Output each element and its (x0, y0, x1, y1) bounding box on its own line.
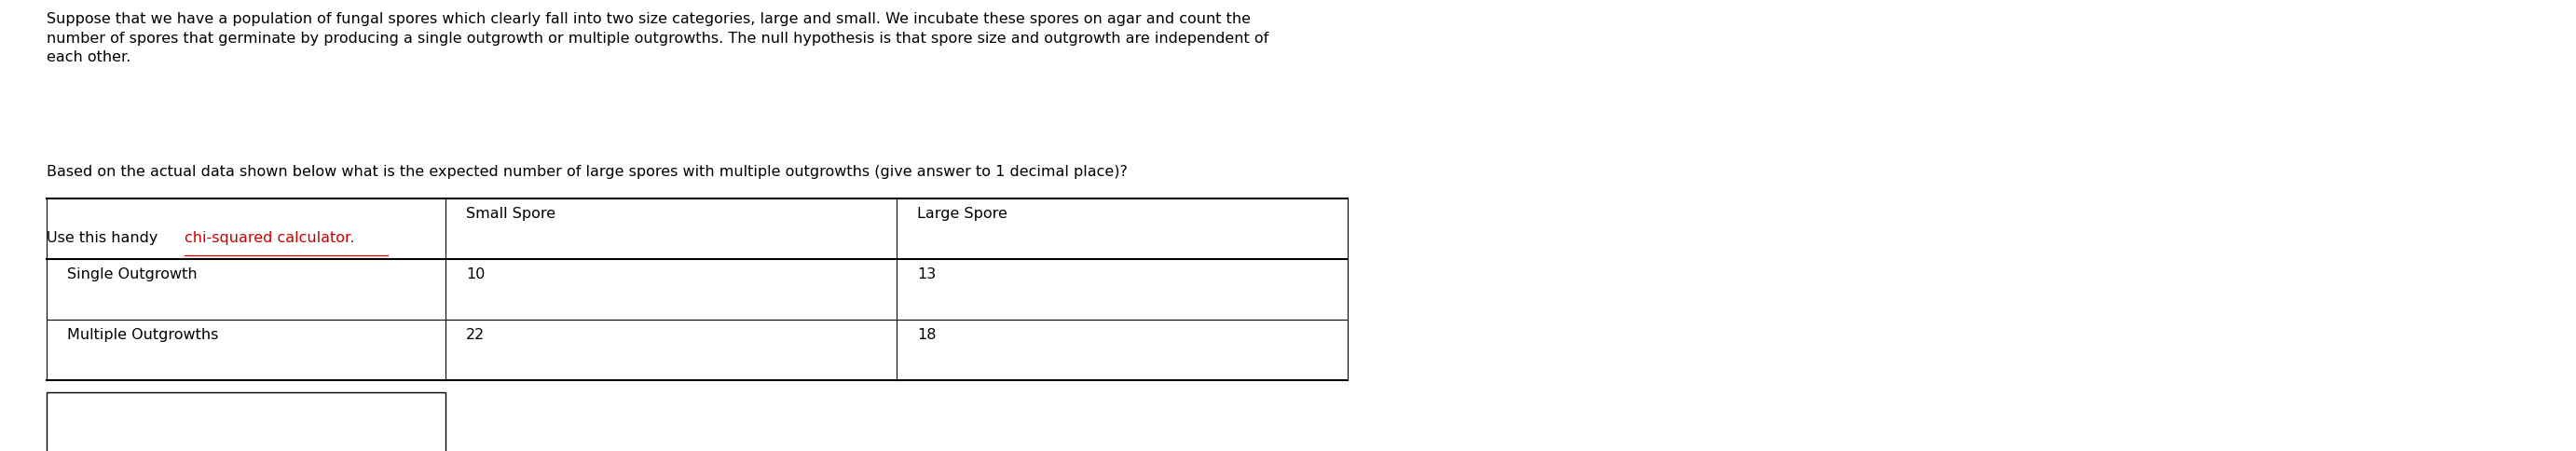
Text: Based on the actual data shown below what is the expected number of large spores: Based on the actual data shown below wha… (46, 165, 1128, 179)
Text: 13: 13 (917, 268, 935, 282)
Text: Multiple Outgrowths: Multiple Outgrowths (67, 328, 219, 342)
Text: 18: 18 (917, 328, 935, 342)
Text: Large Spore: Large Spore (917, 207, 1007, 221)
Text: 22: 22 (466, 328, 484, 342)
Text: Single Outgrowth: Single Outgrowth (67, 268, 198, 282)
Bar (46, 392, 446, 451)
Text: chi-squared calculator.: chi-squared calculator. (185, 231, 355, 245)
Text: Use this handy: Use this handy (46, 231, 162, 245)
Text: Suppose that we have a population of fungal spores which clearly fall into two s: Suppose that we have a population of fun… (46, 12, 1267, 64)
Text: Small Spore: Small Spore (466, 207, 556, 221)
Text: 10: 10 (466, 268, 484, 282)
